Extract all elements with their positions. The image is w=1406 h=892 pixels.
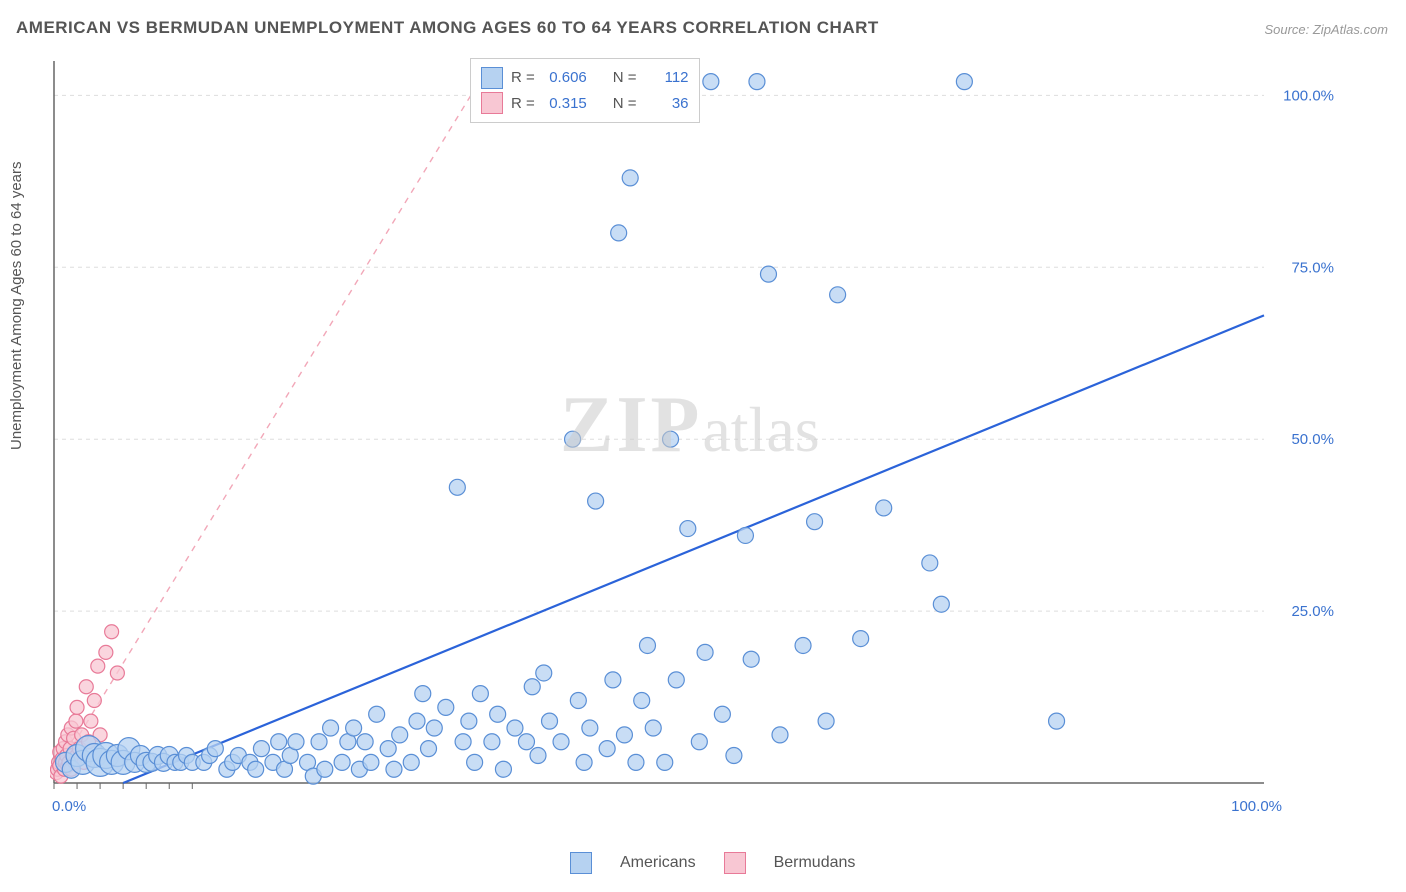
chart-title: AMERICAN VS BERMUDAN UNEMPLOYMENT AMONG … bbox=[16, 18, 879, 38]
stats-legend: R = 0.606 N = 112 R = 0.315 N = 36 bbox=[470, 58, 700, 123]
stats-row-americans: R = 0.606 N = 112 bbox=[481, 65, 689, 91]
watermark: ZIPatlas bbox=[560, 380, 820, 471]
n-value-americans: 112 bbox=[645, 65, 689, 91]
svg-text:25.0%: 25.0% bbox=[1291, 603, 1334, 620]
n-value-bermudans: 36 bbox=[645, 91, 689, 117]
bottom-legend: Americans Bermudans bbox=[570, 852, 855, 874]
watermark-atlas: atlas bbox=[702, 394, 819, 465]
legend-swatch-bermudans bbox=[724, 852, 746, 874]
svg-text:0.0%: 0.0% bbox=[52, 798, 86, 815]
svg-text:100.0%: 100.0% bbox=[1231, 798, 1282, 815]
y-axis-label: Unemployment Among Ages 60 to 64 years bbox=[8, 161, 25, 450]
source-attribution: Source: ZipAtlas.com bbox=[1264, 22, 1388, 37]
r-value-americans: 0.606 bbox=[543, 65, 587, 91]
svg-text:75.0%: 75.0% bbox=[1291, 259, 1334, 276]
r-value-bermudans: 0.315 bbox=[543, 91, 587, 117]
watermark-zip: ZIP bbox=[560, 381, 702, 469]
legend-label-bermudans: Bermudans bbox=[774, 854, 856, 872]
swatch-americans bbox=[481, 67, 503, 89]
r-label: R = bbox=[511, 65, 535, 91]
svg-text:100.0%: 100.0% bbox=[1283, 87, 1334, 104]
stats-row-bermudans: R = 0.315 N = 36 bbox=[481, 91, 689, 117]
svg-text:50.0%: 50.0% bbox=[1291, 431, 1334, 448]
n-label: N = bbox=[613, 91, 637, 117]
legend-swatch-americans bbox=[570, 852, 592, 874]
r-label: R = bbox=[511, 91, 535, 117]
legend-label-americans: Americans bbox=[620, 854, 696, 872]
swatch-bermudans bbox=[481, 92, 503, 114]
n-label: N = bbox=[613, 65, 637, 91]
